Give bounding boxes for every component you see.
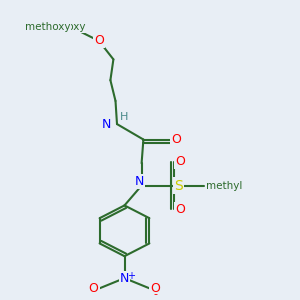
Text: N: N	[102, 118, 111, 130]
Text: O: O	[94, 34, 104, 47]
Text: methyl: methyl	[206, 181, 242, 190]
Text: -: -	[153, 290, 158, 299]
Text: methoxy: methoxy	[40, 22, 86, 32]
Text: N: N	[120, 272, 129, 285]
Text: O: O	[172, 133, 181, 146]
Text: O: O	[175, 155, 185, 168]
Text: N: N	[134, 176, 144, 188]
Text: O: O	[175, 203, 185, 216]
Text: methoxy: methoxy	[25, 22, 70, 32]
Text: S: S	[174, 178, 183, 193]
Text: O: O	[89, 282, 98, 295]
Text: +: +	[127, 271, 135, 281]
Text: H: H	[120, 112, 128, 122]
Text: O: O	[151, 282, 160, 295]
